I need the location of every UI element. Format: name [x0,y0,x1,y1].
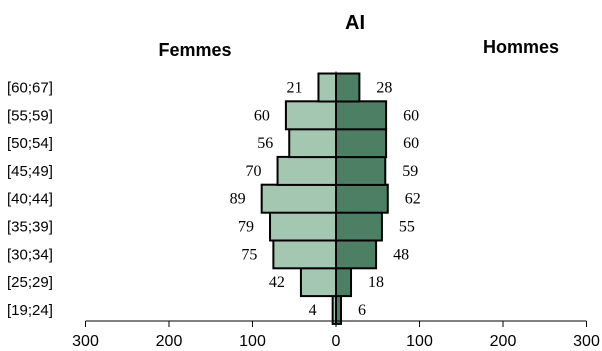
data-label-femmes-1: 42 [269,274,285,291]
bar-femmes-8 [317,72,337,103]
bar-femmes-5 [276,155,337,186]
x-axis: 300 200 100 0 100 200 300 [72,71,600,350]
x-tick-label-3: 0 [332,333,341,350]
data-label-hommes-7: 60 [403,107,419,124]
data-labels: 4 6 42 18 75 48 79 55 89 62 70 59 56 60 60 60 21 28 [230,80,421,319]
data-label-hommes-4: 62 [405,191,421,208]
category-label-3: [35;39] [7,219,53,236]
category-label-5: [45;49] [7,163,53,180]
data-label-femmes-3: 79 [238,219,254,236]
chart-title: AI [345,12,365,34]
bar-femmes-2 [272,239,337,270]
series-label-femmes: Femmes [158,40,231,60]
bar-hommes-4 [335,183,389,214]
bar-hommes-0 [335,294,343,325]
data-label-hommes-0: 6 [358,302,366,319]
bar-femmes-3 [269,211,337,242]
data-label-femmes-5: 70 [246,163,262,180]
bar-femmes-6 [288,128,337,159]
data-label-hommes-8: 28 [376,80,392,97]
bar-hommes-3 [335,211,383,242]
data-label-hommes-2: 48 [393,246,409,263]
category-label-4: [40;44] [7,191,53,208]
category-labels: [19;24] [25;29] [30;34] [35;39] [40;44] [45;4… [7,80,53,319]
data-label-femmes-0: 4 [309,302,317,319]
data-label-femmes-2: 75 [241,246,257,263]
data-label-femmes-6: 56 [257,135,273,152]
bar-hommes-2 [335,239,378,270]
series-label-hommes: Hommes [483,37,559,57]
bar-hommes-1 [335,267,353,298]
bar-hommes-6 [335,128,388,159]
data-label-femmes-8: 21 [286,80,302,97]
category-label-8: [60;67] [7,80,53,97]
category-label-2: [30;34] [7,246,53,263]
category-label-1: [25;29] [7,274,53,291]
bar-femmes-1 [299,267,337,298]
bar-hommes-7 [335,100,388,131]
data-label-hommes-6: 60 [403,135,419,152]
data-label-hommes-1: 18 [368,274,384,291]
bar-hommes-8 [335,72,361,103]
x-tick-label-6: 300 [573,333,600,350]
x-tick-label-1: 200 [156,333,183,350]
data-label-femmes-7: 60 [254,107,270,124]
bar-femmes-7 [284,100,337,131]
data-label-hommes-5: 59 [402,163,418,180]
category-label-7: [55;59] [7,107,53,124]
x-tick-label-5: 200 [490,333,517,350]
bar-femmes-4 [260,183,337,214]
x-tick-label-2: 100 [239,333,266,350]
x-tick-label-4: 100 [406,333,433,350]
category-label-6: [50;54] [7,135,53,152]
bar-hommes-5 [335,155,387,186]
x-tick-label-0: 300 [72,333,99,350]
data-label-hommes-3: 55 [399,219,415,236]
data-label-femmes-4: 89 [230,191,246,208]
category-label-0: [19;24] [7,302,53,319]
